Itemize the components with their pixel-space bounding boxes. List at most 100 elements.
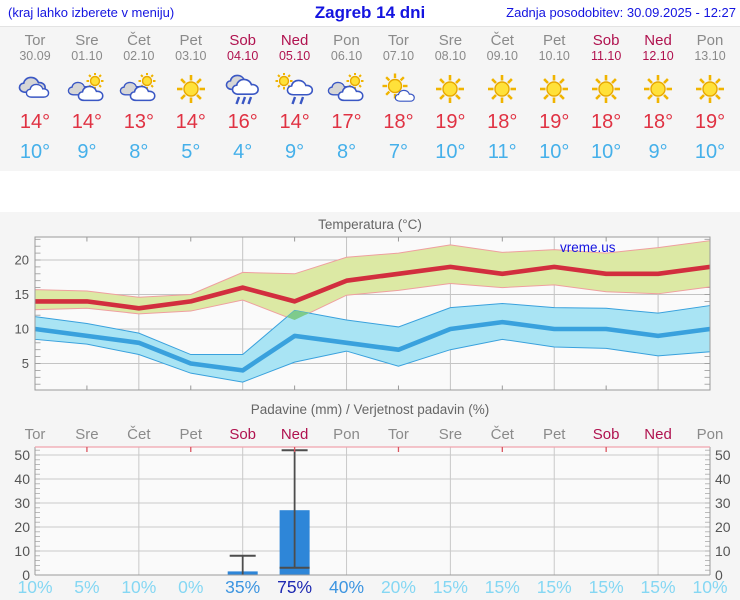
day-date: 07.10 — [382, 49, 415, 63]
svg-text:0: 0 — [715, 567, 723, 580]
sun-rain-icon — [275, 72, 315, 107]
sunny-icon — [171, 73, 211, 107]
forecast-day-column: Čet 02.10 13° 8° — [113, 26, 165, 171]
min-temperature-line — [34, 319, 711, 373]
min-temperature: 9° — [648, 141, 668, 163]
day-name: Pet — [542, 32, 566, 49]
max-temperature: 14° — [19, 111, 51, 133]
precip-day-label: Ned — [644, 426, 672, 443]
precipitation-chart-svg: 0 0 10 10 20 20 30 30 40 40 50 50 — [14, 446, 731, 583]
sunny-icon — [638, 73, 678, 107]
svg-text:40: 40 — [715, 471, 731, 487]
min-temperature: 9° — [77, 141, 97, 163]
day-date: 30.09 — [19, 49, 51, 63]
svg-text:50: 50 — [14, 447, 30, 463]
precipitation-probability: 15% — [536, 577, 572, 597]
sunny-icon — [482, 73, 522, 107]
day-name: Čet — [490, 32, 514, 49]
day-date: 01.10 — [71, 49, 103, 63]
day-name: Sob — [592, 32, 620, 49]
day-name: Pon — [333, 32, 360, 49]
day-name: Sre — [438, 32, 463, 49]
precip-day-label: Sob — [592, 426, 620, 443]
svg-text:20: 20 — [14, 519, 30, 535]
precipitation-probability: 15% — [588, 577, 624, 597]
temperature-chart: 5 10 15 20 — [0, 232, 740, 403]
max-temperature: 14° — [71, 111, 103, 133]
forecast-day-column: Tor 07.10 18° 7° — [372, 26, 424, 171]
max-temperature: 16° — [227, 111, 258, 133]
precip-day-label: Pet — [542, 426, 566, 443]
svg-text:40: 40 — [14, 471, 30, 487]
day-date: 03.10 — [175, 49, 207, 63]
forecast-day-column: Tor 30.09 14° 10° — [9, 26, 61, 171]
min-temperature: 10° — [19, 141, 51, 163]
svg-text:5: 5 — [22, 356, 29, 371]
day-name: Tor — [388, 32, 409, 49]
precip-day-label: Tor — [388, 426, 409, 443]
min-temperature: 8° — [129, 141, 149, 163]
sunny-icon — [690, 73, 730, 107]
precipitation-probability: 5% — [74, 577, 100, 597]
precip-day-label: Sob — [229, 426, 257, 443]
min-temperature: 10° — [591, 141, 622, 163]
forecast-day-column: Čet 09.10 18° 11° — [476, 26, 528, 171]
day-date: 10.10 — [538, 49, 570, 63]
cloudy-icon — [15, 73, 55, 107]
partly-cloudy-icon — [119, 72, 159, 107]
min-temperature: 7° — [388, 141, 409, 163]
min-temperature: 10° — [694, 141, 726, 163]
temperature-chart-title: Temperatura (°C) — [318, 217, 422, 232]
day-name: Tor — [24, 32, 46, 49]
precipitation-probability: 35% — [225, 577, 261, 597]
max-temperature: 14° — [279, 111, 310, 133]
max-temperature: 19° — [694, 111, 726, 133]
svg-text:10: 10 — [15, 322, 29, 337]
max-temperature: 18° — [487, 111, 518, 133]
min-temperature: 11° — [487, 141, 517, 163]
precipitation-probability: 15% — [484, 577, 520, 597]
precipitation-probability: 10% — [692, 577, 728, 597]
sunny-icon — [534, 73, 574, 107]
min-temperature: 10° — [435, 141, 466, 163]
day-date: 06.10 — [330, 49, 363, 63]
section-divider — [0, 171, 740, 212]
precip-day-label: Pon — [333, 426, 360, 443]
forecast-day-column: Pet 03.10 14° 5° — [165, 26, 217, 171]
day-date: 05.10 — [278, 49, 311, 63]
max-temperature-line — [35, 264, 711, 311]
precipitation-probability: 75% — [277, 577, 313, 597]
day-name: Ned — [280, 32, 309, 49]
svg-text:10: 10 — [14, 543, 30, 559]
max-temperature: 17° — [331, 111, 362, 133]
vreme-us-watermark-link[interactable]: vreme.us — [560, 240, 616, 255]
forecast-day-column: Ned 05.10 14° 9° — [269, 26, 321, 171]
max-temperature: 18° — [642, 111, 674, 133]
max-temperature: 19° — [539, 111, 570, 133]
max-temperature: 18° — [383, 111, 414, 133]
precipitation-probability: 20% — [380, 577, 416, 597]
forecast-day-column: Pon 06.10 17° 8° — [321, 26, 373, 171]
forecast-day-column: Sre 08.10 19° 10° — [424, 26, 476, 171]
precip-day-label: Ned — [280, 426, 309, 443]
precip-day-label: Čet — [127, 426, 151, 443]
day-name: Sre — [75, 32, 99, 49]
svg-text:30: 30 — [14, 495, 30, 511]
max-temperature: 14° — [175, 111, 206, 133]
svg-text:20: 20 — [715, 519, 731, 535]
precip-day-label: Pon — [696, 426, 724, 443]
svg-text:20: 20 — [15, 253, 29, 268]
forecast-day-column: Ned 12.10 18° 9° — [632, 26, 684, 171]
day-name: Ned — [644, 32, 672, 49]
day-date: 09.10 — [486, 49, 518, 63]
forecast-day-column: Sob 11.10 18° 10° — [580, 26, 632, 171]
day-date: 12.10 — [642, 49, 674, 63]
precip-day-label: Sre — [438, 426, 463, 443]
forecast-day-column: Pet 10.10 19° 10° — [528, 26, 580, 171]
min-temperature: 4° — [233, 141, 253, 163]
precip-day-label: Pet — [179, 426, 203, 443]
min-temperature: 8° — [336, 141, 357, 163]
rain-icon — [223, 73, 263, 107]
precipitation-chart: 0 0 10 10 20 20 30 30 40 40 50 50 — [0, 445, 740, 585]
